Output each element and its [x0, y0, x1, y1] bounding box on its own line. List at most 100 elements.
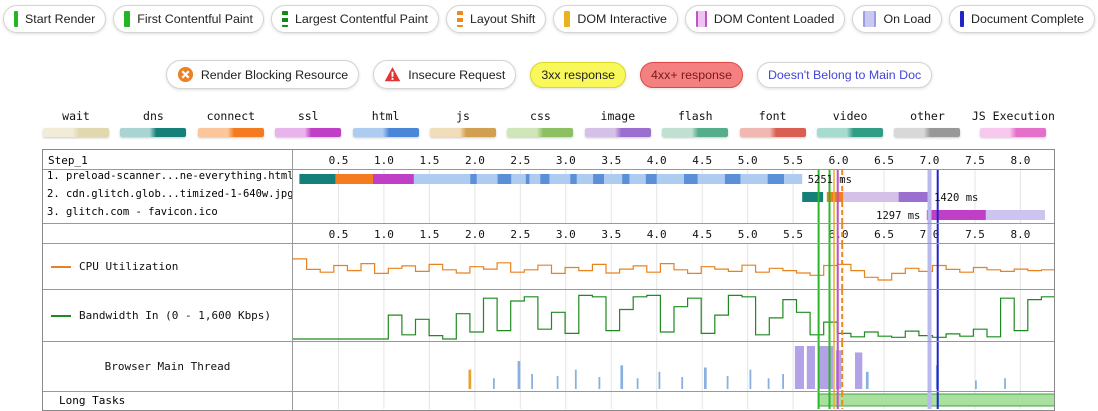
dom-content-loaded-marker-icon — [695, 11, 707, 27]
request-segment — [540, 174, 550, 184]
main-thread-bar — [658, 371, 661, 389]
request-segment — [622, 174, 630, 184]
legend-label: Layout Shift — [469, 12, 536, 26]
type-color-bar — [662, 128, 729, 137]
type-label: dns — [143, 109, 164, 123]
legend-insecure-request[interactable]: Insecure Request — [373, 60, 517, 89]
legend-label: 3xx response — [541, 67, 616, 82]
main-thread-bar — [865, 371, 869, 389]
dom-interactive-marker-icon — [564, 11, 571, 27]
main-thread-bar — [818, 346, 834, 389]
axis-tick-label: 7.0 — [920, 154, 940, 167]
type-label: css — [530, 109, 551, 123]
bandwidth-line — [293, 294, 1054, 340]
type-font: font — [739, 109, 806, 137]
largest-contentful-paint-marker-icon — [281, 11, 288, 27]
type-color-bar — [352, 128, 419, 137]
legend-label: Doesn't Belong to Main Doc — [767, 67, 922, 82]
type-label: image — [600, 109, 636, 123]
legend-layout-shift[interactable]: Layout Shift — [445, 5, 547, 33]
legend-4xx-response[interactable]: 4xx+ response — [640, 61, 743, 88]
request-segment — [570, 174, 577, 184]
main-thread-bar — [1004, 378, 1006, 389]
type-color-bar — [430, 128, 497, 137]
type-js: js — [430, 109, 497, 137]
request-segment — [335, 174, 373, 184]
legend-largest-contentful-paint[interactable]: Largest Contentful Paint — [270, 5, 439, 33]
axis-tick-label: 8.0 — [1010, 228, 1030, 241]
cpu-utilization-label: CPU Utilization — [43, 244, 292, 289]
type-label: video — [832, 109, 868, 123]
long-tasks-label: Long Tasks — [59, 394, 126, 407]
legend-3xx-response[interactable]: 3xx response — [530, 61, 627, 88]
bandwidth-label-text: Bandwidth In (0 - 1,600 Kbps) — [79, 309, 272, 322]
type-connect: connect — [197, 109, 264, 137]
main-thread-bar — [493, 378, 495, 389]
legend-dom-content-loaded[interactable]: DOM Content Loaded — [684, 5, 846, 33]
legend-render-blocking-resource[interactable]: Render Blocking Resource — [165, 60, 360, 89]
main-thread-bar — [517, 361, 521, 389]
request-row-label[interactable]: 3. glitch.com - favicon.ico — [47, 206, 218, 218]
axis-tick-label: 4.5 — [692, 228, 712, 241]
event-legend: Start Render First Contentful Paint Larges… — [0, 0, 1098, 33]
time-axis-top: 0.5 1.0 1.5 2.0 2.5 3.0 3.5 4.0 4.5 5.0 5.5 6.0 6.5 7… — [329, 154, 1031, 167]
axis-tick-label: 1.5 — [419, 154, 439, 167]
request-segment — [525, 174, 530, 184]
request-duration-label: 1297 ms — [876, 210, 920, 222]
waterfall-panel: Step_1 0.5 1.0 1.5 2.0 2.5 3.0 3.5 4.0 4.5 5.0 5.5… — [42, 149, 1055, 411]
insecure-request-icon — [384, 67, 401, 82]
type-label: JS Execution — [971, 109, 1055, 123]
type-label: font — [758, 109, 787, 123]
request-row-label[interactable]: 2. cdn.glitch.glob...timized-1-640w.jpg — [47, 188, 293, 200]
request-segment — [299, 174, 336, 184]
legend-dom-interactive[interactable]: DOM Interactive — [553, 5, 678, 33]
legend-first-contentful-paint[interactable]: First Contentful Paint — [113, 5, 264, 33]
type-flash: flash — [662, 109, 729, 137]
legend-on-load[interactable]: On Load — [852, 5, 942, 33]
long-tasks-chart — [338, 392, 1054, 409]
type-label: other — [910, 109, 945, 123]
type-color-bar — [507, 128, 574, 137]
request-duration-label: 5251 ms — [808, 174, 852, 186]
legend-document-complete[interactable]: Document Complete — [949, 5, 1095, 33]
main-thread-bar — [556, 376, 559, 389]
legend-start-render[interactable]: Start Render — [3, 5, 107, 33]
main-thread-bar — [855, 352, 863, 389]
request-row-label[interactable]: 1. preload-scanner...ne-everything.html — [47, 170, 293, 182]
type-other: other — [894, 109, 961, 137]
main-thread-bar — [704, 367, 707, 389]
axis-tick-label: 2.5 — [510, 228, 530, 241]
main-thread-label-text: Browser Main Thread — [104, 360, 231, 373]
request-waterfall[interactable]: 5251 ms 1420 ms 1297 ms — [293, 170, 1054, 223]
type-color-bar — [894, 128, 961, 137]
bandwidth-label: Bandwidth In (0 - 1,600 Kbps) — [43, 290, 292, 341]
axis-tick-label: 6.0 — [829, 154, 849, 167]
type-label: ssl — [297, 109, 319, 123]
legend-label: DOM Interactive — [577, 12, 667, 26]
axis-tick-label: 7.5 — [965, 228, 985, 241]
type-label: js — [456, 109, 470, 123]
first-contentful-paint-marker-icon — [124, 11, 131, 27]
request-duration-label: 1420 ms — [934, 192, 978, 204]
type-color-bar — [980, 128, 1047, 137]
badge-legend: Render Blocking Resource Insecure Request… — [0, 60, 1098, 89]
type-label: flash — [677, 109, 713, 123]
axis-tick-label: 3.5 — [601, 154, 621, 167]
axis-tick-label: 3.5 — [601, 228, 621, 241]
legend-doesn-t-belong-to-main-doc[interactable]: Doesn't Belong to Main Doc — [756, 61, 933, 88]
axis-tick-label: 6.5 — [874, 228, 894, 241]
axis-tick-label: 6.5 — [874, 154, 894, 167]
type-js-execution: JS Execution — [972, 109, 1055, 137]
axis-tick-label: 3.0 — [556, 228, 576, 241]
axis-tick-label: 3.0 — [556, 154, 576, 167]
main-thread-bar — [794, 346, 804, 389]
legend-label: Insecure Request — [408, 67, 506, 82]
axis-tick-label: 2.0 — [465, 154, 485, 167]
legend-label: Largest Contentful Paint — [294, 12, 428, 26]
main-thread-bar — [975, 380, 977, 389]
request-segment — [593, 174, 604, 184]
resource-type-legend: wait dns connect ssl html js css image flash font… — [43, 109, 1055, 137]
main-thread-bar — [749, 369, 752, 389]
type-color-bar — [43, 128, 109, 137]
request-segment — [843, 192, 899, 202]
